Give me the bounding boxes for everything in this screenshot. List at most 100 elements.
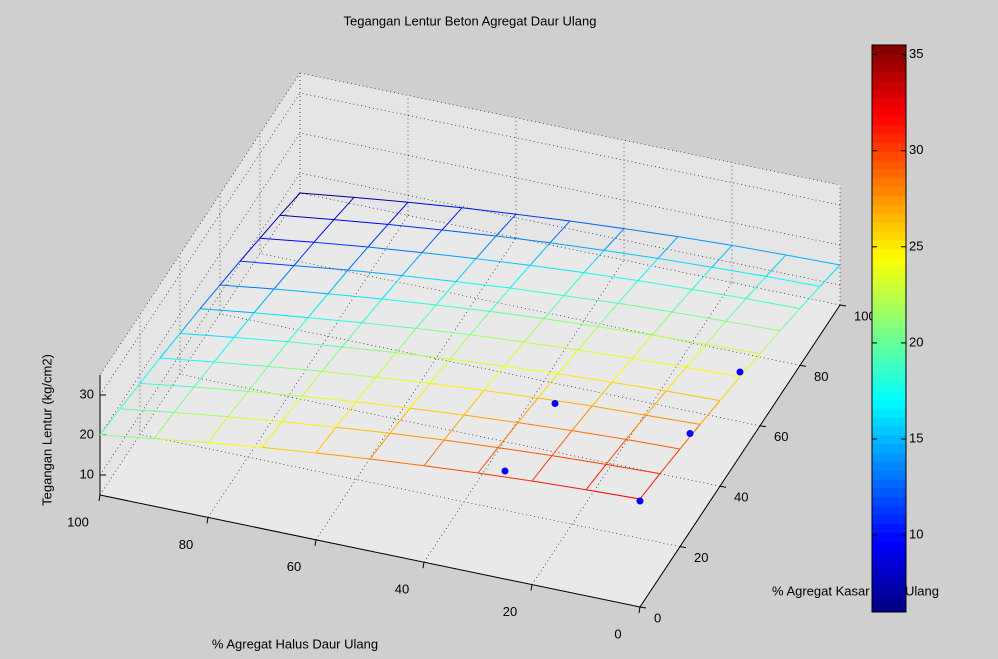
colorbar-swatch (872, 116, 906, 125)
chart-title: Tegangan Lentur Beton Agregat Daur Ulang (344, 13, 597, 28)
y-tick (760, 426, 766, 427)
colorbar-swatch (872, 532, 906, 541)
colorbar-swatch (872, 568, 906, 577)
colorbar-swatch (872, 435, 906, 444)
colorbar-swatch (872, 311, 906, 320)
data-point (502, 468, 509, 475)
colorbar-swatch (872, 373, 906, 382)
colorbar-swatch (872, 408, 906, 417)
z-tick-label: 30 (80, 386, 94, 401)
colorbar-swatch (872, 160, 906, 169)
colorbar-swatch (872, 550, 906, 559)
y-tick (680, 547, 686, 548)
colorbar-swatch (872, 577, 906, 586)
colorbar-swatch (872, 382, 906, 391)
x-tick-label: 20 (503, 604, 517, 619)
colorbar-swatch (872, 222, 906, 231)
data-point (737, 369, 744, 376)
x-tick (639, 607, 640, 613)
chart: Tegangan Lentur Beton Agregat Daur Ulang… (0, 0, 998, 659)
colorbar-swatch (872, 151, 906, 160)
x-axis-label: % Agregat Halus Daur Ulang (212, 636, 378, 651)
colorbar-swatch (872, 63, 906, 72)
colorbar-swatch (872, 98, 906, 107)
colorbar-swatch (872, 594, 906, 603)
colorbar-swatch (872, 337, 906, 346)
y-tick-label: 0 (654, 610, 661, 625)
z-tick-label: 10 (80, 466, 94, 481)
colorbar-swatch (872, 142, 906, 151)
y-tick (720, 486, 726, 487)
colorbar-swatch (872, 479, 906, 488)
x-tick-label: 0 (614, 626, 621, 641)
colorbar-swatch (872, 196, 906, 205)
colorbar-swatch (872, 302, 906, 311)
colorbar-swatch (872, 284, 906, 293)
y-tick (840, 305, 846, 306)
x-tick (531, 585, 532, 591)
colorbar-swatch (872, 417, 906, 426)
y-tick-label: 40 (734, 490, 748, 505)
colorbar-swatch (872, 506, 906, 515)
x-tick (423, 562, 424, 568)
colorbar-swatch (872, 178, 906, 187)
colorbar-tick-label: 10 (909, 527, 923, 542)
z-axis-label: Tegangan Lentur (kg/cm2) (39, 354, 54, 506)
colorbar-swatch (872, 364, 906, 373)
x-tick-label: 100 (67, 514, 89, 529)
colorbar-swatch (872, 213, 906, 222)
colorbar-tick-label: 15 (909, 430, 923, 445)
x-tick-label: 60 (287, 559, 301, 574)
data-point (637, 498, 644, 505)
colorbar-swatch (872, 329, 906, 338)
data-point (687, 430, 694, 437)
colorbar-swatch (872, 346, 906, 355)
x-tick (315, 540, 316, 546)
x-tick (99, 495, 100, 501)
colorbar-swatch (872, 355, 906, 364)
y-tick (640, 607, 646, 608)
colorbar-swatch (872, 249, 906, 258)
colorbar-swatch (872, 80, 906, 89)
colorbar-swatch (872, 497, 906, 506)
colorbar-swatch (872, 45, 906, 54)
colorbar-swatch (872, 204, 906, 213)
x-tick (207, 517, 208, 523)
colorbar-swatch (872, 391, 906, 400)
colorbar-tick-label: 35 (909, 46, 923, 61)
y-tick-label: 80 (814, 369, 828, 384)
colorbar-swatch (872, 293, 906, 302)
x-tick-label: 80 (179, 537, 193, 552)
colorbar-swatch (872, 125, 906, 134)
colorbar-swatch (872, 488, 906, 497)
colorbar-swatch (872, 585, 906, 594)
colorbar-swatch (872, 231, 906, 240)
colorbar-swatch (872, 107, 906, 116)
colorbar-swatch (872, 266, 906, 275)
colorbar-tick-label: 20 (909, 334, 923, 349)
z-tick-label: 20 (80, 426, 94, 441)
colorbar-swatch (872, 187, 906, 196)
colorbar-swatch (872, 169, 906, 178)
colorbar-swatch (872, 461, 906, 470)
colorbar-swatch (872, 470, 906, 479)
colorbar-swatch (872, 559, 906, 568)
colorbar-swatch (872, 275, 906, 284)
colorbar-tick-label: 25 (909, 238, 923, 253)
colorbar-tick-label: 30 (909, 142, 923, 157)
x-tick-label: 40 (395, 582, 409, 597)
colorbar-swatch (872, 72, 906, 81)
colorbar-swatch (872, 603, 906, 612)
colorbar-swatch (872, 240, 906, 249)
colorbar-swatch (872, 426, 906, 435)
colorbar-swatch (872, 54, 906, 63)
y-tick (800, 365, 806, 366)
colorbar-swatch (872, 399, 906, 408)
colorbar-swatch (872, 134, 906, 143)
colorbar-swatch (872, 89, 906, 98)
colorbar-swatch (872, 523, 906, 532)
colorbar-swatch (872, 515, 906, 524)
y-tick-label: 20 (694, 550, 708, 565)
y-tick-label: 60 (774, 429, 788, 444)
y-axis-label: % Agregat Kasar Daur Ulang (772, 583, 939, 598)
